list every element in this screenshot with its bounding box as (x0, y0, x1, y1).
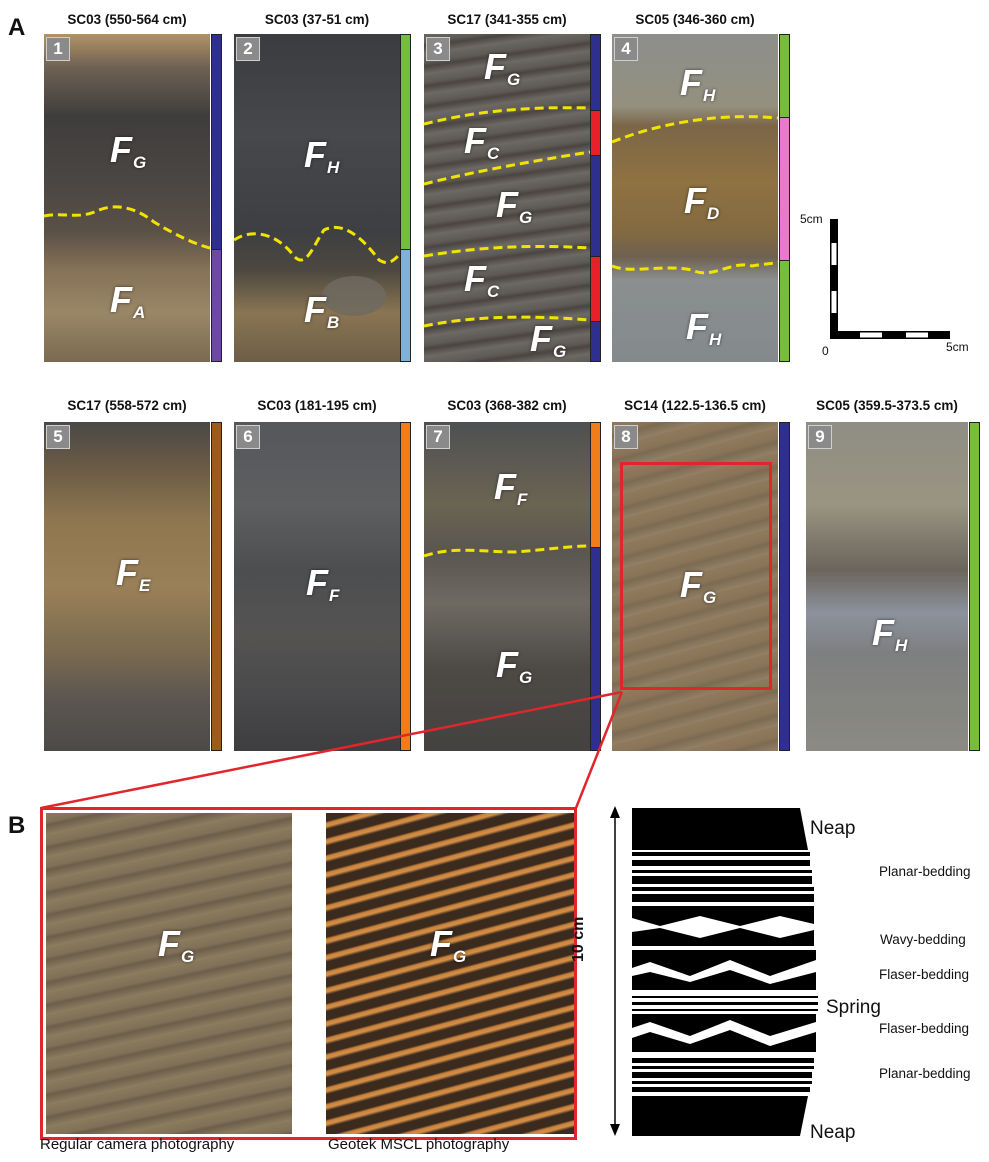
scale-bar (830, 219, 950, 339)
facies-boundary-4 (612, 115, 778, 275)
core-photo-4: 4 FH FD FH (612, 34, 778, 362)
facies-bar-4-FH-lower (779, 260, 790, 362)
facies-label-4c: FH (686, 306, 722, 349)
tidal-bedding-diagram (610, 806, 818, 1136)
tide-label-spring: Spring (826, 997, 881, 1018)
facies-bar-3-FG (590, 34, 601, 362)
facies-label-4a: FH (680, 62, 716, 105)
core-number-7: 7 (426, 425, 450, 449)
facies-label-3b: FC (464, 120, 500, 163)
tide-label-neap-top: Neap (810, 818, 856, 839)
scale-label-origin: 0 (822, 344, 829, 358)
facies-label-3c: FG (496, 184, 533, 227)
facies-label-4b: FD (684, 180, 720, 223)
mscl-photo: FG (326, 813, 574, 1134)
bedding-label-wavy: Wavy-bedding (880, 932, 966, 947)
regular-photo: FG (46, 813, 292, 1134)
core-title-1: SC03 (550-564 cm) (67, 12, 187, 27)
core-photo-9: 9 FH (806, 422, 968, 751)
facies-label-3e: FG (530, 318, 567, 361)
facies-label-5: FE (116, 552, 151, 595)
facies-label-1a: FG (110, 129, 147, 172)
core-title-2: SC03 (37-51 cm) (264, 12, 370, 27)
core-title-3: SC17 (341-355 cm) (447, 12, 567, 27)
height-label: 10 cm (570, 916, 587, 962)
core-photo-7: 7 FF FG (424, 422, 590, 751)
caption-geotek-mscl: Geotek MSCL photography (328, 1136, 510, 1153)
core-photo-5: 5 FE (44, 422, 210, 751)
core-number-9: 9 (808, 425, 832, 449)
tide-label-neap-bottom: Neap (810, 1122, 856, 1143)
core-photo-6: 6 FF (234, 422, 400, 751)
core-number-4: 4 (614, 37, 638, 61)
panel-b-label: B (8, 812, 26, 839)
core-number-8: 8 (614, 425, 638, 449)
core-title-6: SC03 (181-195 cm) (257, 398, 377, 413)
facies-bar-3-FC-lower (590, 256, 601, 322)
facies-bar-8-FG (779, 422, 790, 751)
facies-label-6: FF (306, 562, 340, 605)
facies-bar-6-FF (400, 422, 411, 751)
facies-label-regular: FG (158, 923, 195, 966)
core-number-6: 6 (236, 425, 260, 449)
core-photo-3: 3 FG FC FG FC FG (424, 34, 590, 362)
facies-boundary-3 (424, 106, 590, 328)
core-photo-1: 1 FG FA (44, 34, 210, 362)
facies-bar-7-FG (590, 547, 601, 751)
facies-boundary-7 (424, 544, 590, 558)
zoom-frame: FG FG (40, 807, 577, 1140)
facies-label-mscl: FG (430, 923, 467, 966)
core-photo-2: 2 FH FB (234, 34, 400, 362)
facies-bar-3-FC-upper (590, 110, 601, 156)
caption-regular-camera: Regular camera photography (40, 1136, 235, 1153)
facies-boundary-2 (234, 225, 400, 316)
core-number-1: 1 (46, 37, 70, 61)
facies-label-2b: FB (304, 289, 340, 332)
core-title-7: SC03 (368-382 cm) (447, 398, 567, 413)
bedding-label-planar-bottom: Planar-bedding (879, 1066, 971, 1081)
scale-label-right: 5cm (946, 340, 969, 354)
facies-label-3a: FG (484, 46, 521, 89)
facies-bar-5-FE (211, 422, 222, 751)
facies-label-7a: FF (494, 466, 528, 509)
core-photo-8: 8 FG (612, 422, 778, 751)
facies-bar-9-FH (969, 422, 980, 751)
core-number-3: 3 (426, 37, 450, 61)
core-number-5: 5 (46, 425, 70, 449)
facies-label-3d: FC (464, 258, 500, 301)
panel-a-label: A (8, 14, 26, 41)
facies-label-7b: FG (496, 644, 533, 687)
facies-label-8: FG (680, 564, 717, 607)
core-title-5: SC17 (558-572 cm) (67, 398, 187, 413)
facies-bar-2-FB (400, 249, 411, 362)
core-title-9: SC05 (359.5-373.5 cm) (816, 398, 958, 413)
facies-label-1b: FA (110, 279, 146, 322)
facies-label-2a: FH (304, 134, 340, 177)
core-title-8: SC14 (122.5-136.5 cm) (624, 398, 766, 413)
facies-bar-1-FA (211, 249, 222, 362)
scale-label-top: 5cm (800, 212, 823, 226)
zoom-highlight-box (620, 462, 772, 690)
core-title-4: SC05 (346-360 cm) (635, 12, 755, 27)
core-number-2: 2 (236, 37, 260, 61)
bedding-label-flaser-lower: Flaser-bedding (879, 1021, 970, 1036)
facies-boundary-1 (44, 205, 210, 250)
bedding-label-planar-top: Planar-bedding (879, 864, 971, 879)
facies-label-9: FH (872, 612, 908, 655)
bedding-label-flaser-upper: Flaser-bedding (879, 967, 970, 982)
